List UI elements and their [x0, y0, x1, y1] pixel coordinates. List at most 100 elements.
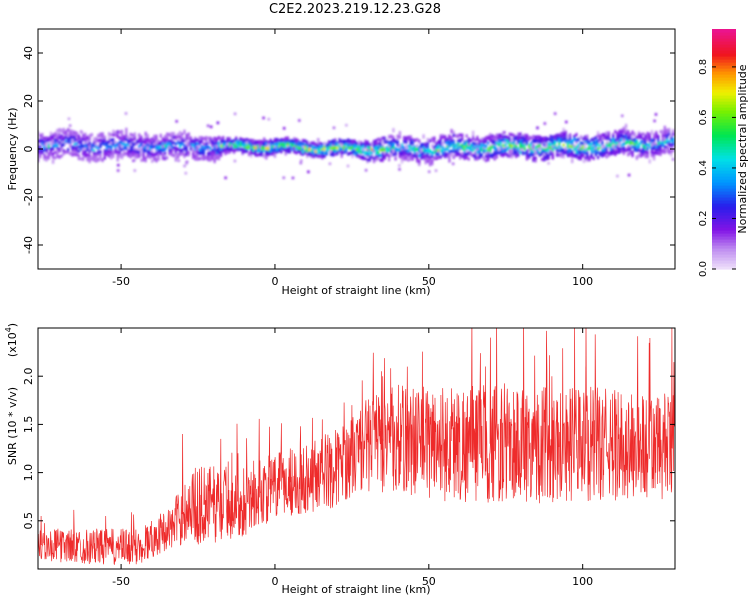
spectrogram-cell: [56, 154, 59, 159]
spectrogram-cell: [114, 130, 117, 135]
spectrogram-cell: [258, 140, 261, 145]
spectrogram-cell: [75, 146, 78, 150]
spectrogram-cell: [43, 155, 46, 159]
spectrogram-cell: [316, 153, 320, 157]
spectrogram-cell: [172, 135, 175, 139]
spectrogram-cell: [588, 142, 591, 147]
spectrogram-cell: [590, 154, 593, 158]
spectrogram-cell: [75, 131, 78, 135]
spectrogram-cell: [631, 134, 634, 140]
spectrogram-cell: [495, 141, 498, 145]
spectrogram-cell: [237, 141, 240, 145]
spectrogram-cell: [416, 159, 419, 163]
spectrogram-cell: [431, 152, 434, 156]
spectrogram-cell: [185, 136, 188, 140]
spectrogram-cell: [351, 146, 354, 150]
spectrogram-cell: [64, 139, 68, 143]
spectrogram-cell: [241, 140, 244, 145]
spectrogram-cell: [301, 142, 305, 146]
spectrogram-cell: [140, 158, 143, 162]
spectrogram-cell: [353, 152, 356, 156]
spectrogram-cell: [60, 128, 63, 132]
spectrogram-cell: [502, 143, 505, 148]
spectrogram-cell: [439, 140, 442, 144]
spectrogram-cell: [179, 152, 182, 156]
spectrogram-cell: [168, 132, 171, 137]
spectrogram-cell: [476, 144, 479, 148]
spectrogram-cell: [39, 139, 42, 143]
spectrogram-cell: [607, 137, 610, 141]
spectrogram-cell: [500, 153, 503, 157]
spectrogram-cell: [254, 140, 257, 144]
spectrogram-cell: [596, 142, 600, 147]
spectrogram-cell: [338, 139, 341, 143]
spectrogram-cell: [596, 140, 600, 144]
spectrogram-cell: [368, 145, 371, 149]
spectrogram-cell: [342, 143, 345, 147]
spectrogram-cell: [75, 153, 78, 157]
spectrogram-cell: [519, 139, 522, 143]
spectrogram-cell: [659, 143, 662, 148]
spectrogram-cell: [652, 144, 656, 148]
spectrogram-cell: [616, 141, 619, 145]
spectrogram-cell: [92, 137, 96, 142]
spectrogram-cell: [607, 133, 610, 137]
spectrogram-cell: [519, 145, 522, 149]
spectrogram-cell: [120, 129, 124, 134]
spectrogram-cell: [69, 135, 72, 139]
spectrogram-cell: [107, 149, 111, 154]
spectrogram-cell: [112, 140, 115, 144]
spectrogram-cell: [43, 142, 46, 148]
spectrogram-cell: [618, 139, 621, 143]
spectrogram-cell: [459, 133, 462, 137]
spectrogram-cell: [444, 148, 447, 152]
colorbar-step: [712, 62, 736, 66]
spectrogram-cell: [183, 153, 186, 157]
spectrogram-cell: [476, 135, 479, 139]
spectrogram-cell: [222, 139, 225, 143]
spectrogram-cell: [185, 149, 188, 153]
spectrogram-cell: [487, 155, 490, 159]
spectrogram-cell: [377, 137, 380, 141]
spectrogram-cell: [88, 137, 91, 141]
spectrogram-cell: [273, 153, 277, 158]
colorbar-step: [712, 206, 736, 210]
spectrogram-cell: [47, 153, 50, 158]
spectrogram-cell: [144, 156, 147, 160]
spectrogram-cell: [530, 152, 533, 157]
spectrogram-cell: [383, 154, 386, 158]
spectrogram-cell: [612, 134, 615, 138]
spectrogram-cell: [433, 157, 436, 161]
spectrogram-cell: [278, 142, 281, 146]
spectrogram-cell: [416, 157, 419, 161]
spectrogram-cell: [467, 151, 470, 155]
spectrogram-cell: [88, 154, 91, 158]
spectrogram-cell: [439, 138, 442, 142]
y-tick-label: 20: [22, 94, 35, 108]
spectrogram-cell: [215, 139, 218, 144]
spectrogram-cell: [99, 134, 102, 138]
spectrogram-cell: [616, 131, 619, 135]
spectrogram-cell: [191, 155, 195, 159]
spectrogram-cell: [319, 152, 322, 157]
spectrogram-cell: [107, 137, 111, 142]
spectrogram-cell: [650, 153, 654, 158]
spectrogram-cell: [228, 142, 231, 146]
spectrogram-cell: [558, 142, 561, 146]
spectrogram-cell: [295, 142, 298, 146]
spectrogram-cell: [105, 146, 109, 150]
spectrogram-cell: [665, 134, 669, 138]
spectrogram-cell: [506, 137, 509, 142]
spectrogram-cell: [633, 132, 636, 137]
spectrogram-cell: [441, 153, 445, 157]
spectrogram-cell: [163, 139, 167, 144]
spectrogram-cell: [663, 149, 666, 153]
spectrogram-cell: [493, 150, 496, 154]
spectrogram-cell: [605, 155, 608, 159]
spectrogram-cell: [310, 141, 313, 145]
spectrogram-cell: [131, 153, 134, 157]
spectrogram-cell: [146, 143, 149, 147]
spectrogram-cell: [635, 148, 638, 153]
spectrogram-cell: [286, 136, 289, 140]
spectrogram-cell: [534, 158, 537, 163]
